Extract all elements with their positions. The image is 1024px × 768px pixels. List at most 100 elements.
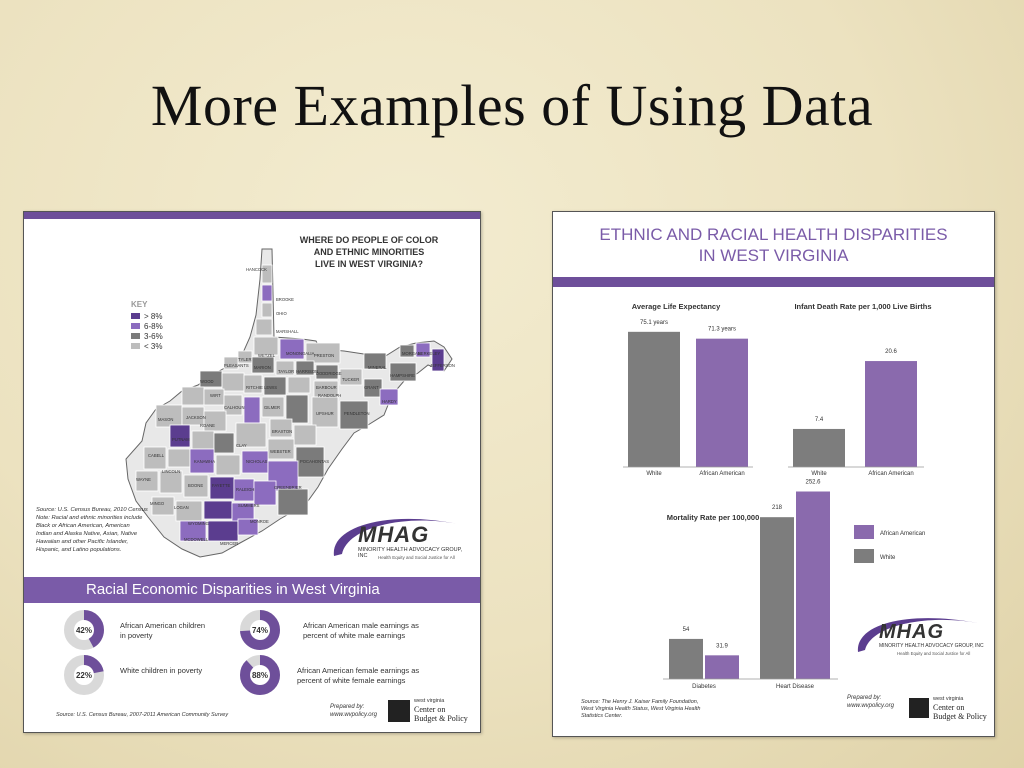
key-item: > 8%: [131, 311, 163, 321]
bar: [760, 517, 794, 679]
county-label: PENDLETON: [344, 411, 370, 416]
county-label: LINCOLN: [162, 469, 180, 474]
county-label: JEFFERSON: [430, 363, 455, 368]
county-shape: [275, 360, 295, 376]
bar-value-label: 31.9: [716, 643, 728, 649]
bar-value-label: 7.4: [815, 417, 824, 423]
category-label: African American: [699, 471, 744, 477]
county-label: CALHOUN: [224, 405, 244, 410]
county-shape: [295, 446, 325, 478]
county-shape: [243, 396, 261, 424]
county-shape: [203, 410, 227, 432]
bar-value-label: 218: [772, 505, 783, 511]
category-label: White: [646, 471, 662, 477]
county-label: UPSHUR: [316, 411, 334, 416]
donut-label: 22%: [76, 671, 92, 680]
health-charts: Average Life Expectancy 75.1 years White 71…: [623, 302, 932, 690]
wvcbp-line: Budget & Policy: [933, 712, 987, 721]
category-label: Heart Disease: [776, 684, 815, 690]
bar: [705, 655, 739, 679]
county-shape: [305, 342, 341, 364]
source-line: Source: The Henry J. Kaiser Family Found…: [581, 699, 699, 705]
key-item: < 3%: [131, 341, 163, 351]
key-title: KEY: [131, 300, 148, 309]
county-shape: [237, 518, 259, 536]
key-label: > 8%: [144, 311, 163, 321]
county-shape: [255, 318, 273, 336]
logo-text: MHAG: [879, 621, 945, 643]
county-label: DODDRIDGE: [316, 371, 342, 376]
mhag-logo: MHAG MINORITY HEALTH ADVOCACY GROUP, INC…: [328, 508, 473, 568]
legend-label: African American: [880, 531, 925, 537]
county-shape: [311, 396, 339, 428]
wvcbp-line: west virginia: [933, 696, 964, 702]
county-label: POCAHONTAS: [300, 459, 329, 464]
county-label: MARION: [254, 365, 271, 370]
county-shape: [151, 496, 175, 516]
chart-title: Mortality Rate per 100,000: [667, 513, 760, 522]
key-item: 3-6%: [131, 331, 163, 341]
county-shape: [159, 470, 183, 494]
county-shape: [253, 480, 277, 506]
map-key: KEY > 8% 6-8% 3-6% < 3%: [131, 300, 163, 351]
county-label: BROOKE: [276, 297, 294, 302]
county-shape: [339, 400, 369, 430]
county-shape: [285, 394, 309, 424]
donut-label: 42%: [76, 626, 92, 635]
map-source-note: Source: U.S. Census Bureau, 2010 Census …: [36, 506, 166, 554]
county-shape: [175, 500, 203, 522]
bar: [793, 428, 845, 467]
donut-segment: [64, 610, 104, 650]
bar-value-label: 54: [683, 627, 690, 633]
county-label: RITCHIE: [246, 385, 263, 390]
bar-value-label: 20.6: [885, 349, 897, 355]
county-shape: [363, 352, 387, 370]
bar-value-label: 71.3 years: [708, 327, 736, 333]
prepared-line: Prepared by:: [330, 704, 365, 710]
logo-subtitle: MINORITY HEALTH ADVOCACY GROUP, INC: [358, 547, 463, 559]
county-label: TAYLOR: [278, 369, 294, 374]
county-label: PRESTON: [314, 353, 334, 358]
county-label: SUMMERS: [238, 503, 260, 508]
county-shape: [191, 430, 215, 450]
donut-segment: [240, 610, 280, 650]
county-label: WETZEL: [258, 353, 276, 358]
prepared-line: www.wvpolicy.org: [330, 712, 377, 718]
wvcbp-mark: [909, 698, 929, 718]
county-shape: [235, 422, 267, 448]
county-shape: [209, 476, 235, 500]
key-item: 6-8%: [131, 321, 163, 331]
county-shape: [293, 424, 317, 446]
source-line: Statistics Center.: [581, 713, 623, 719]
county-label: MINGO: [150, 501, 165, 506]
left-infographic: HANCOCK BROOKE OHIO MARSHALL WETZEL MONONGALI…: [23, 211, 481, 733]
donut-caption: African American children in poverty: [120, 621, 205, 641]
county-label: MARSHALL: [276, 329, 299, 334]
county-label: CABELL: [148, 453, 165, 458]
county-label: BARBOUR: [316, 385, 337, 390]
county-shape: [167, 448, 191, 468]
county-label: GILMER: [264, 405, 280, 410]
wvcbp-line: Center on: [414, 705, 446, 714]
health-title-line: ETHNIC AND RACIAL HEALTH DISPARITIES: [599, 225, 948, 244]
county-label: WYOMING: [188, 521, 209, 526]
county-shape: [415, 342, 431, 358]
bar-value-label: 252.6: [805, 479, 821, 485]
county-label: PLEASANTS: [224, 363, 249, 368]
bar: [669, 638, 703, 679]
county-shape: [183, 474, 209, 498]
bar: [628, 331, 680, 467]
county-label: MINERAL: [368, 365, 387, 370]
county-shape: [189, 448, 215, 474]
county-label: BERKELEY: [418, 351, 440, 356]
mhag-logo: MHAG MINORITY HEALTH ADVOCACY GROUP, INC…: [853, 610, 988, 662]
county-label: LOGAN: [174, 505, 189, 510]
county-shape: [315, 364, 339, 380]
county-shape: [135, 470, 159, 492]
county-shape: [213, 432, 235, 454]
top-accent-bar: [24, 212, 480, 219]
donut-caption: White children in poverty: [120, 666, 202, 676]
donut-segment: [240, 655, 280, 695]
wvcbp-line: west virginia: [414, 698, 445, 704]
health-source: Source: The Henry J. Kaiser Family Found…: [581, 699, 700, 720]
